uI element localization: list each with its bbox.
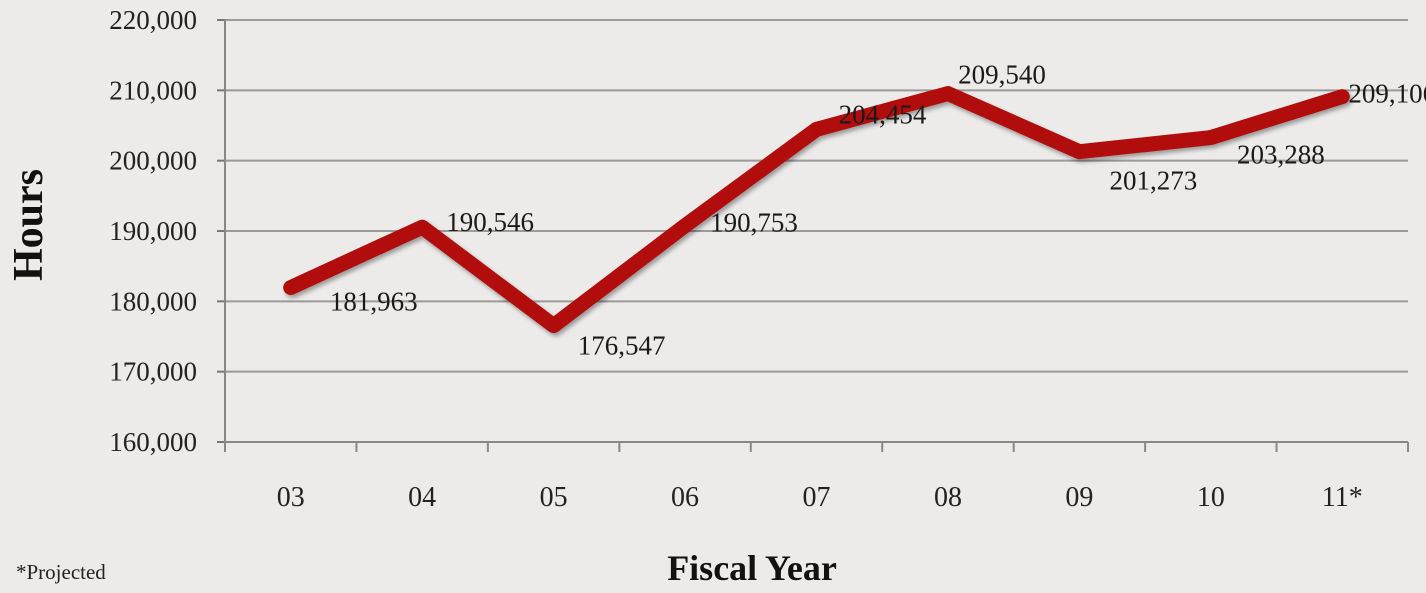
x-tick-label: 09	[1065, 482, 1093, 513]
x-axis-title: Fiscal Year	[667, 548, 837, 588]
data-label: 176,547	[578, 331, 666, 361]
x-tick-label: 08	[934, 482, 962, 513]
x-tick-label: 05	[540, 482, 568, 513]
data-label: 204,454	[839, 99, 927, 129]
y-tick-label: 200,000	[109, 146, 197, 176]
data-label: 209,106	[1348, 79, 1426, 109]
x-tick-label: 10	[1197, 482, 1225, 513]
data-label: 190,753	[710, 208, 798, 238]
data-point	[809, 122, 824, 137]
footnote: *Projected	[16, 560, 106, 584]
data-label: 203,288	[1237, 140, 1325, 170]
x-tick-label: 06	[671, 482, 699, 513]
y-tick-label: 180,000	[109, 286, 197, 316]
data-point	[678, 218, 693, 233]
data-point	[546, 318, 561, 333]
x-tick-label: 07	[803, 482, 831, 513]
data-point	[1335, 89, 1350, 104]
data-label: 201,273	[1110, 166, 1198, 196]
x-tick-label: 04	[408, 482, 436, 513]
y-tick-label: 220,000	[109, 5, 197, 35]
data-point	[283, 280, 298, 295]
y-tick-label: 190,000	[109, 216, 197, 246]
data-label: 190,546	[446, 207, 534, 237]
y-axis-title: Hours	[6, 169, 52, 281]
data-point	[940, 86, 955, 101]
data-point	[1072, 144, 1087, 159]
y-tick-label: 170,000	[109, 357, 197, 387]
data-point	[1203, 130, 1218, 145]
data-label: 209,540	[958, 60, 1046, 90]
x-tick-label: 11*	[1322, 482, 1363, 513]
y-tick-label: 160,000	[109, 427, 197, 457]
x-tick-label: 03	[277, 482, 305, 513]
y-tick-label: 210,000	[109, 75, 197, 105]
data-label: 181,963	[330, 287, 418, 317]
data-point	[415, 220, 430, 235]
